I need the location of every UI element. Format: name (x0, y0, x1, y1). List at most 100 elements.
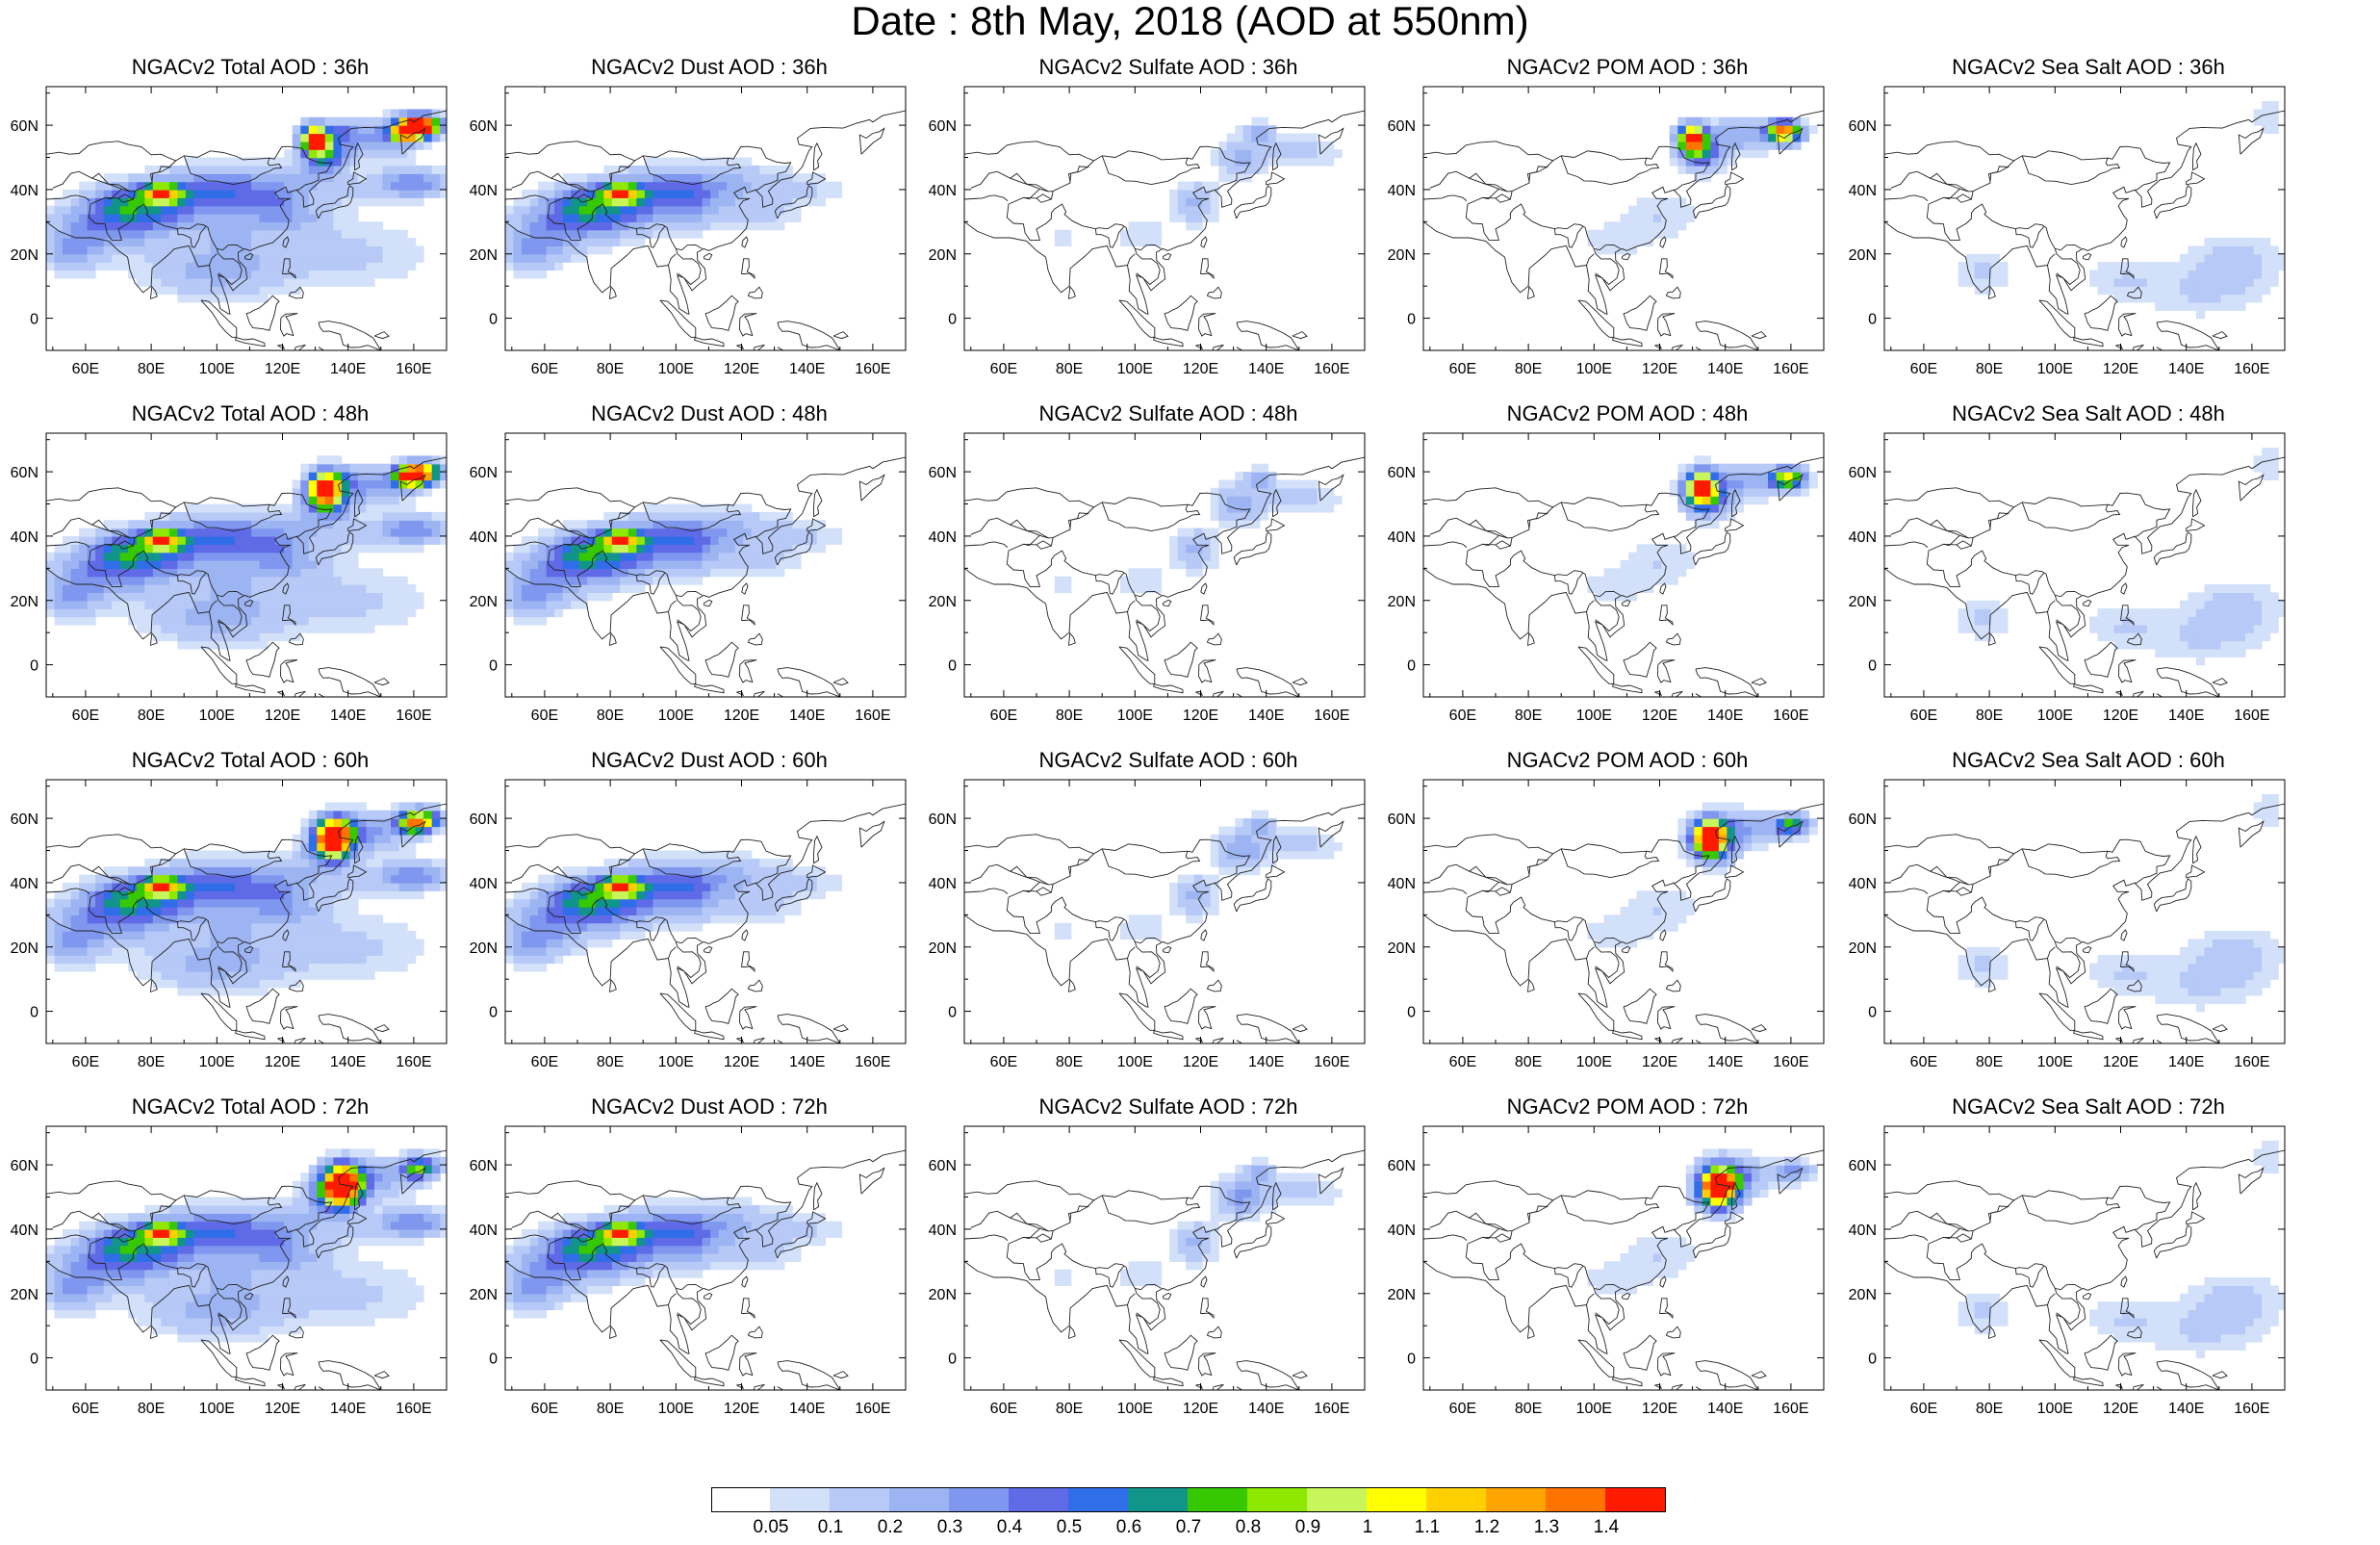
aod-cell (1235, 496, 1243, 504)
aod-cell (391, 520, 399, 528)
aod-cell (358, 964, 367, 972)
aod-cell (653, 859, 661, 867)
aod-cell (2205, 262, 2214, 270)
aod-cell (293, 842, 301, 851)
aod-cell (547, 601, 555, 609)
aod-cell (1702, 125, 1711, 134)
aod-cell (399, 190, 408, 198)
aod-cell (383, 262, 392, 270)
aod-cell (440, 173, 448, 182)
aod-cell (300, 923, 309, 932)
aod-cell (538, 221, 547, 230)
aod-cell (612, 221, 621, 230)
aod-cell (276, 214, 285, 222)
aod-cell (1285, 158, 1293, 167)
aod-cell (661, 560, 670, 569)
aod-cell (1710, 149, 1719, 158)
aod-cell (554, 254, 563, 263)
aod-cell (276, 617, 285, 626)
aod-cell (1983, 625, 1991, 633)
aod-cell (325, 875, 334, 884)
aod-cell (177, 254, 186, 263)
aod-cell (530, 544, 539, 553)
aod-cell (169, 214, 178, 222)
aod-cell (349, 125, 358, 134)
aod-cell (2205, 270, 2214, 279)
aod-cell (1958, 625, 1967, 633)
aod-cell (268, 544, 276, 553)
aod-cell (620, 528, 628, 537)
aod-cell (416, 883, 424, 891)
aod-cell (620, 875, 628, 884)
aod-cell (2238, 608, 2246, 617)
aod-cell (1727, 149, 1735, 158)
aod-cell (563, 914, 572, 923)
aod-cell (391, 617, 399, 626)
aod-cell (186, 238, 194, 246)
aod-cell (333, 875, 342, 884)
aod-cell (2098, 270, 2107, 279)
aod-cell (1251, 158, 1260, 167)
aod-cell (603, 197, 612, 206)
aod-cell (1768, 125, 1777, 134)
aod-cell (1129, 914, 1138, 923)
aod-cell (260, 286, 269, 295)
aod-cell (374, 544, 383, 553)
aod-cell (186, 964, 194, 972)
aod-cell (1178, 553, 1187, 561)
aod-cell (399, 173, 408, 182)
aod-cell (243, 971, 252, 980)
aod-cell (325, 117, 334, 126)
aod-cell (432, 859, 441, 867)
aod-cell (325, 142, 334, 150)
aod-cell (309, 859, 318, 867)
aod-cell (710, 859, 719, 867)
aod-cell (1694, 125, 1702, 134)
aod-cell (538, 955, 547, 964)
aod-cell (367, 592, 375, 601)
aod-cell (636, 520, 645, 528)
aod-cell (251, 528, 260, 537)
aod-cell (251, 286, 260, 295)
aod-cell (2254, 584, 2263, 593)
aod-cell (177, 512, 186, 521)
aod-cell (349, 464, 358, 473)
aod-cell (603, 890, 612, 899)
aod-cell (1227, 134, 1236, 142)
aod-cell (1169, 214, 1178, 222)
aod-cell (653, 577, 661, 585)
aod-cell (211, 536, 219, 545)
aod-cell (710, 914, 719, 923)
aod-cell (399, 472, 408, 480)
aod-cell (46, 601, 55, 609)
aod-field (1055, 464, 1343, 593)
aod-cell (440, 827, 448, 836)
aod-cell (1169, 899, 1178, 908)
aod-cell (137, 931, 145, 940)
aod-cell (2188, 254, 2196, 263)
aod-cell (2205, 617, 2214, 626)
aod-cell (79, 577, 88, 585)
aod-cell (1137, 568, 1145, 577)
aod-cell (243, 931, 252, 940)
aod-cell (227, 504, 236, 513)
aod-cell (251, 190, 260, 198)
aod-cell (2254, 270, 2263, 279)
aod-cell (2270, 464, 2279, 473)
aod-cell (1062, 923, 1071, 932)
aod-cell (1958, 617, 1967, 626)
aod-cell (1325, 158, 1334, 167)
aod-cell (2245, 286, 2254, 295)
aod-cell (2114, 641, 2123, 650)
aod-cell (260, 553, 269, 561)
aod-cell (193, 931, 202, 940)
aod-cell (596, 890, 604, 899)
aod-cell (358, 125, 367, 134)
aod-cell (284, 923, 293, 932)
aod-cell (743, 158, 752, 167)
aod-cell (2270, 448, 2279, 456)
aod-cell (522, 617, 530, 626)
aod-cell (46, 584, 55, 593)
aod-cell (719, 875, 728, 884)
aod-cell (1958, 262, 1967, 270)
